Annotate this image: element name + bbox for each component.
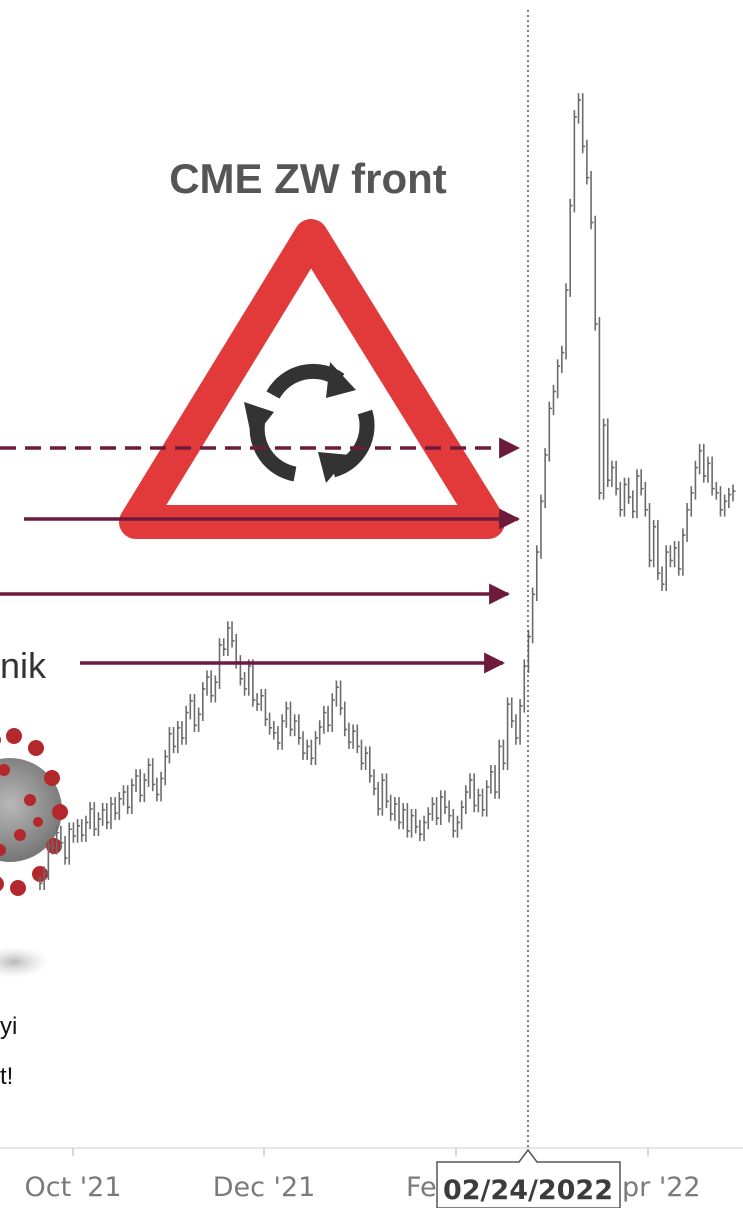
crosshair-date-text: 02/24/2022 bbox=[443, 1175, 613, 1206]
x-tick-label-dec: Dec '21 bbox=[213, 1172, 316, 1203]
roundabout-warning-sign-icon bbox=[119, 219, 505, 539]
x-axis-ticks bbox=[72, 1148, 649, 1156]
coronavirus-icon bbox=[0, 728, 68, 978]
x-tick-label-oct: Oct '21 bbox=[24, 1172, 121, 1203]
chart-title: CME ZW front bbox=[169, 155, 447, 202]
annotation-yi: yi bbox=[0, 1013, 17, 1040]
annotation-nik: nik bbox=[0, 645, 47, 686]
annotation-t: t! bbox=[0, 1063, 13, 1090]
x-tick-label-apr: pr '22 bbox=[622, 1172, 701, 1203]
crosshair-date-label: 02/24/2022 bbox=[436, 1148, 621, 1208]
x-tick-label-feb: Fe bbox=[406, 1172, 437, 1203]
